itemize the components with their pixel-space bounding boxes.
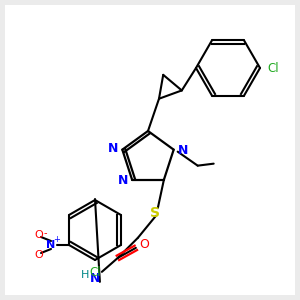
Text: N: N <box>118 174 128 187</box>
Text: H: H <box>81 270 89 280</box>
Text: N: N <box>46 240 56 250</box>
Text: S: S <box>150 206 160 220</box>
Text: O: O <box>34 230 43 240</box>
Text: -: - <box>43 228 47 238</box>
Text: +: + <box>54 235 61 244</box>
Text: Cl: Cl <box>89 266 101 278</box>
Text: O: O <box>139 238 149 251</box>
Text: O: O <box>34 250 43 260</box>
Text: N: N <box>178 144 188 157</box>
Text: Cl: Cl <box>267 61 279 74</box>
Text: N: N <box>90 272 100 285</box>
Text: N: N <box>108 142 119 155</box>
